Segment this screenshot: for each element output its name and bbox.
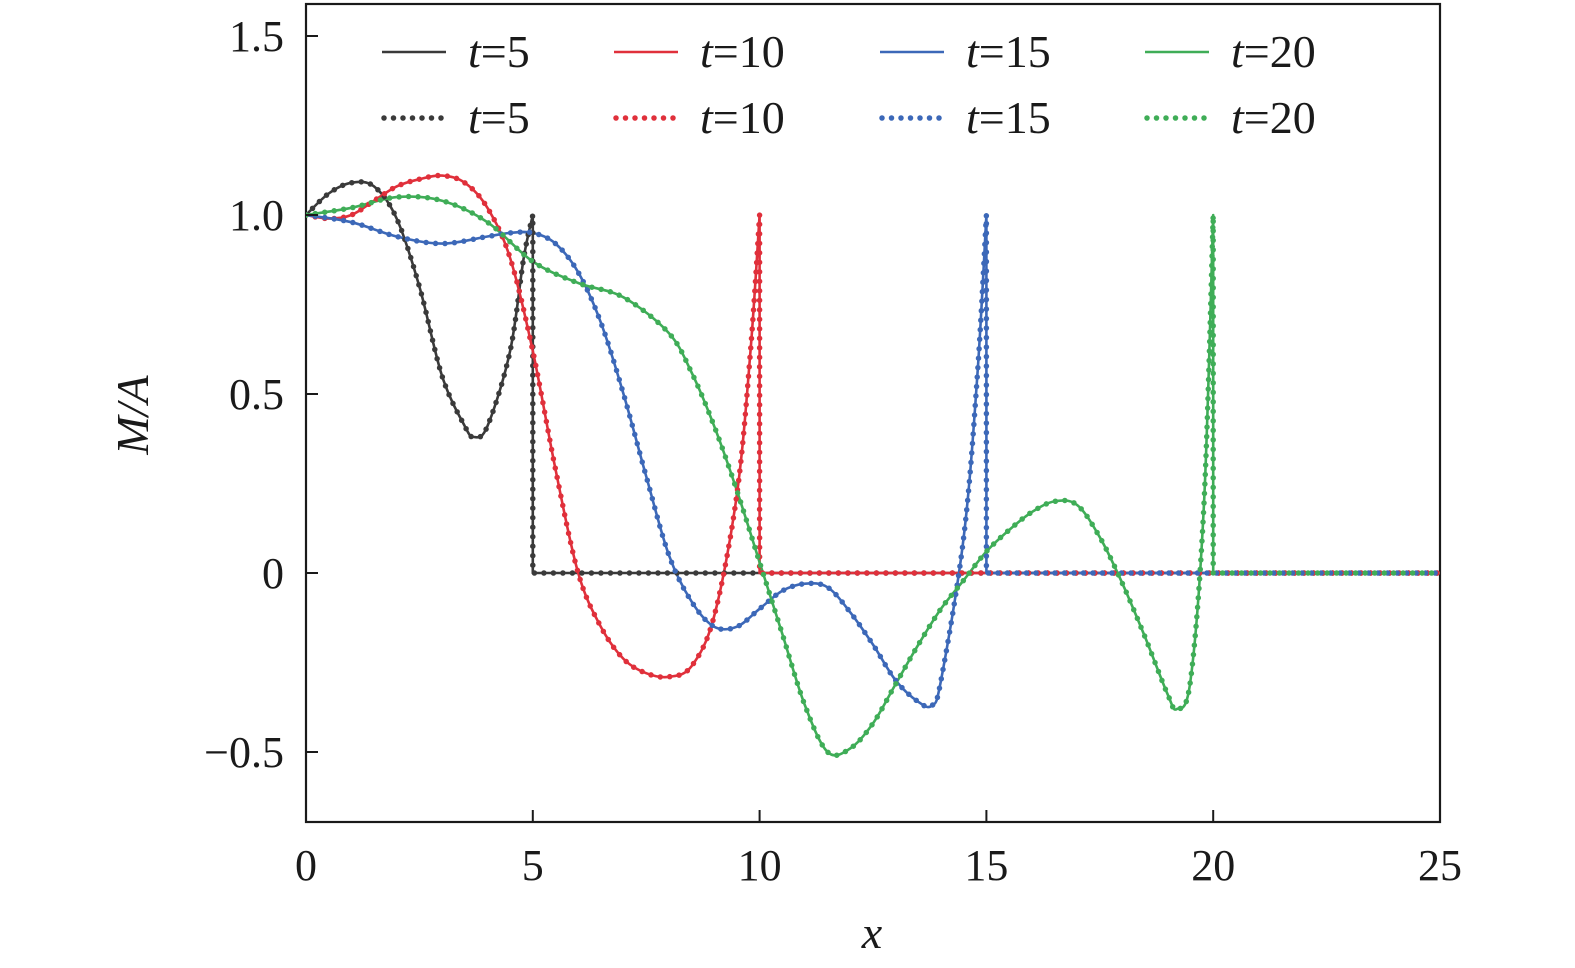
legend-entry-dotted-t-5: t=5 [381, 92, 530, 143]
x-tick-label: 5 [522, 841, 544, 890]
x-tick-label: 20 [1191, 841, 1235, 890]
legend-entry-solid-t-5: t=5 [382, 26, 530, 77]
legend-entry-dotted-t-20: t=20 [1144, 92, 1316, 143]
legend-entry-dotted-t-10: t=10 [613, 92, 785, 143]
series-line-dotted-t-20 [306, 193, 1440, 759]
x-axis-ticks: 0 5 10 15 20 25 [295, 810, 1462, 890]
series-line-dotted-t-5 [306, 179, 1440, 576]
legend-entry-solid-t-20: t=20 [1145, 26, 1316, 77]
legend-label: t=15 [966, 26, 1051, 77]
legend-entry-dotted-t-15: t=15 [879, 92, 1051, 143]
series-line-solid-t-10 [306, 174, 1440, 679]
x-tick-label: 25 [1418, 841, 1462, 890]
curves [306, 172, 1440, 759]
legend-entry-solid-t-15: t=15 [880, 26, 1051, 77]
y-tick-label: 1.5 [229, 12, 284, 61]
legend-label: t=5 [468, 26, 530, 77]
y-axis-label: M/A [107, 375, 158, 456]
series-line-solid-t-20 [306, 195, 1440, 757]
y-tick-label: 0 [262, 549, 284, 598]
legend-label: t=20 [1231, 92, 1316, 143]
y-tick-label: 1.0 [229, 191, 284, 240]
legend-label: t=5 [468, 92, 530, 143]
series-line-dotted-t-10 [306, 172, 1440, 680]
x-tick-label: 15 [964, 841, 1008, 890]
legend-entry-solid-t-10: t=10 [614, 26, 785, 77]
y-tick-label: −0.5 [204, 728, 284, 777]
series-line-solid-t-5 [306, 180, 1440, 575]
x-tick-label: 10 [738, 841, 782, 890]
legend-label: t=20 [1231, 26, 1316, 77]
series-line-dotted-t-15 [306, 212, 1440, 710]
y-tick-label: 0.5 [229, 370, 284, 419]
series-line-solid-t-15 [306, 213, 1440, 709]
legend-label: t=10 [700, 92, 785, 143]
x-tick-label: 0 [295, 841, 317, 890]
legend-label: t=10 [700, 26, 785, 77]
y-axis-ticks: −0.5 0 0.5 1.0 1.5 [204, 12, 318, 777]
legend-label: t=15 [966, 92, 1051, 143]
x-axis-label: x [861, 907, 883, 958]
plot-border [304, 2, 1442, 824]
plot-frame [304, 2, 1442, 824]
legend: t=5 t=10 t=15 t=20 t=5 t=10 t=15 t=20 [381, 26, 1316, 143]
